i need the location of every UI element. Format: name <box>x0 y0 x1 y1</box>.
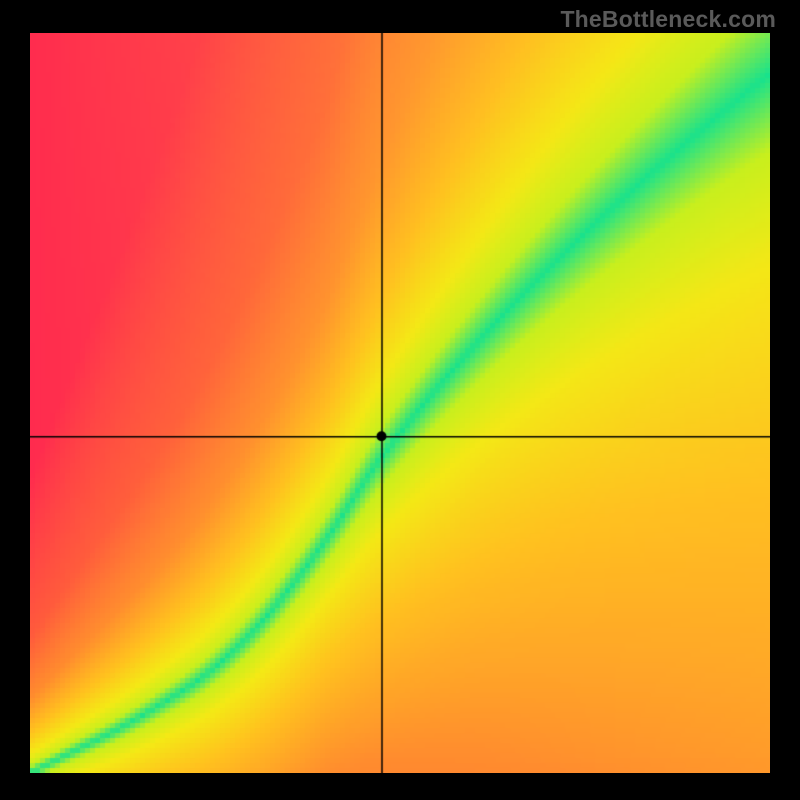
heatmap-plot <box>30 33 770 773</box>
watermark-text: TheBottleneck.com <box>560 6 776 33</box>
figure-container: TheBottleneck.com <box>0 0 800 800</box>
